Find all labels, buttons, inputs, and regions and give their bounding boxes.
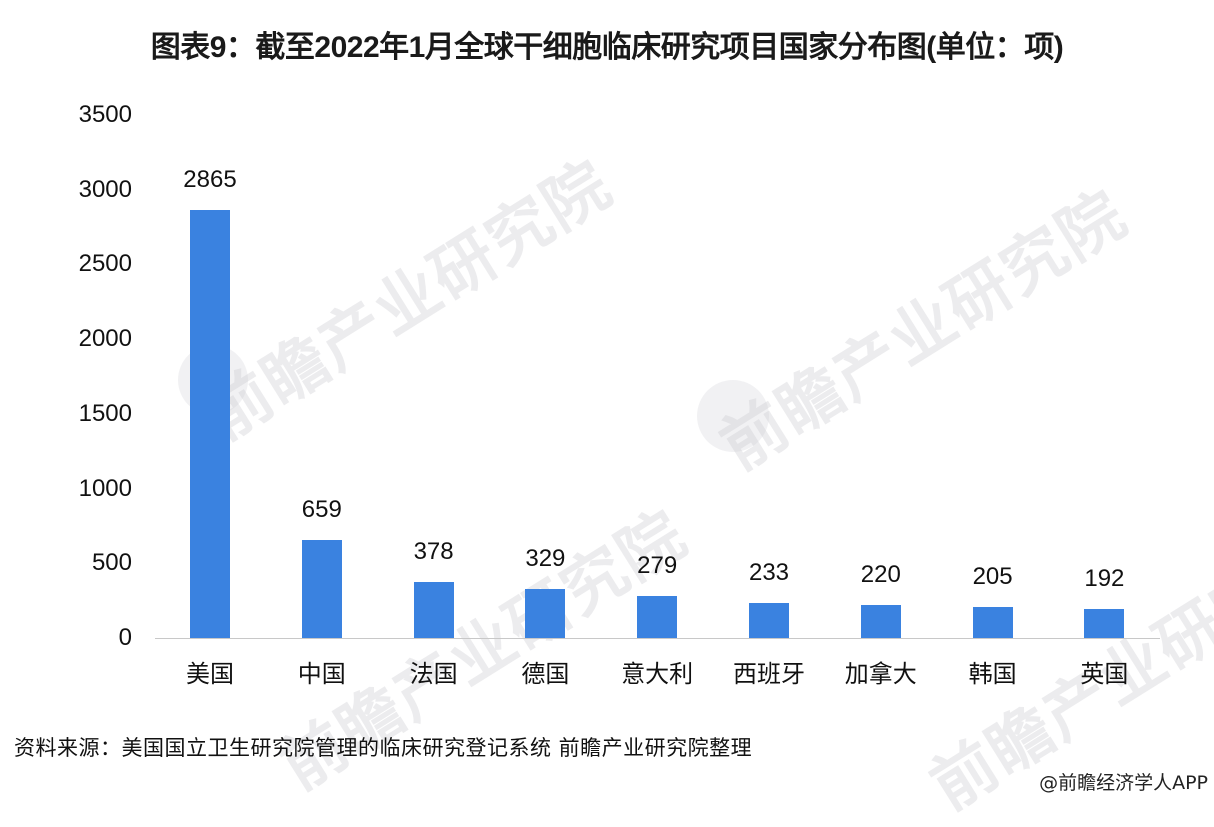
x-category-label: 德国: [521, 660, 570, 688]
x-category-label: 意大利: [621, 660, 694, 688]
bar[interactable]: [413, 581, 454, 638]
source-note: 资料来源：美国国立卫生研究院管理的临床研究登记系统 前瞻产业研究院整理: [14, 736, 753, 760]
bar-value-label: 2865: [183, 165, 237, 193]
bar[interactable]: [525, 588, 566, 638]
x-category-label: 西班牙: [733, 660, 805, 688]
x-axis-line: [155, 638, 1160, 639]
y-tick-label: 2000: [78, 325, 132, 353]
bar-value-label: 279: [637, 552, 678, 580]
bar-value-label: 205: [972, 563, 1013, 591]
plot-area: 前瞻产业研究院 前瞻产业研究院 前瞻产业研究院 前瞻产业研究院 0 500 1000 1500…: [78, 101, 1214, 825]
bar-value-label: 329: [525, 544, 566, 572]
y-tick-label: 1500: [78, 399, 132, 427]
bar-value-label: 233: [748, 559, 790, 587]
bar[interactable]: [637, 596, 678, 638]
bar[interactable]: [190, 209, 230, 638]
y-tick-label: 0: [118, 624, 132, 651]
y-tick-label: 3000: [78, 175, 132, 203]
x-category-label: 中国: [297, 660, 346, 688]
watermark: 前瞻产业研究院: [708, 177, 1140, 485]
x-category-label: 英国: [1080, 660, 1129, 688]
credit-text: @前瞻经济学人APP: [1039, 772, 1208, 794]
x-category-label: 韩国: [968, 660, 1017, 688]
bar[interactable]: [860, 605, 901, 638]
x-category-label: 加拿大: [844, 660, 917, 688]
bar[interactable]: [301, 539, 342, 638]
y-tick-label: 1000: [78, 474, 132, 502]
watermark-logo-icon: [697, 380, 769, 452]
bar-value-label: 659: [301, 495, 342, 523]
y-tick-label: 2500: [78, 250, 132, 278]
x-category-label: 美国: [186, 660, 234, 688]
bar[interactable]: [749, 603, 789, 638]
bar-value-label: 378: [413, 537, 454, 565]
bar-value-label: 192: [1084, 565, 1125, 593]
chart-title: 图表9：截至2022年1月全球干细胞临床研究项目国家分布图(单位：项): [150, 31, 1064, 64]
bar-value-label: 220: [860, 561, 901, 589]
x-category-label: 法国: [409, 660, 458, 688]
y-tick-label: 3500: [78, 101, 132, 128]
y-tick-label: 500: [91, 549, 132, 577]
bar[interactable]: [972, 607, 1013, 638]
bar[interactable]: [1084, 609, 1125, 638]
